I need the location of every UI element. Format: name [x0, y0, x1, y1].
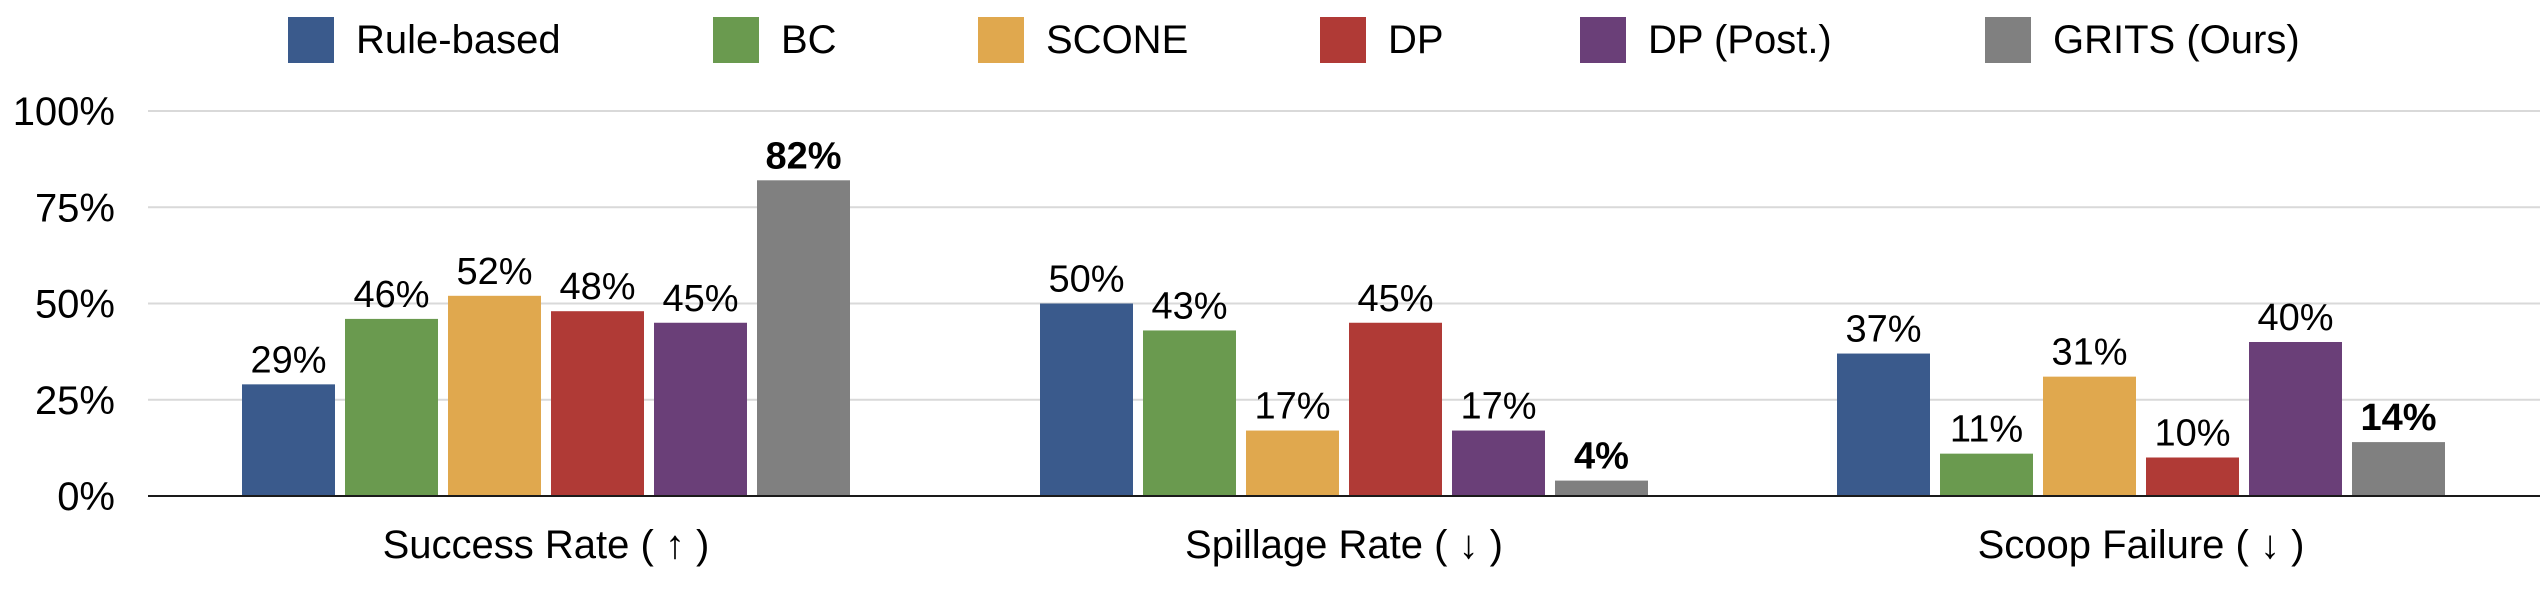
value-label: 17% — [1460, 386, 1536, 428]
bar-scone — [448, 295, 541, 496]
value-label: 4% — [1574, 436, 1629, 478]
value-label: 52% — [456, 251, 532, 293]
category-labels: Success Rate ( ↑ ) Spillage Rate ( ↓ ) Sco… — [383, 523, 2305, 567]
bar-bc — [345, 318, 438, 496]
legend-swatch — [1580, 17, 1626, 63]
value-label: 82% — [765, 135, 841, 177]
value-label: 17% — [1254, 386, 1330, 428]
bar-scone — [2043, 376, 2136, 496]
bar-rule-based — [1040, 303, 1133, 496]
value-label: 46% — [353, 274, 429, 316]
bar-grits-ours — [757, 180, 850, 497]
value-label: 43% — [1151, 285, 1227, 327]
bar-grits-ours — [1555, 480, 1648, 496]
legend-label: DP — [1388, 18, 1444, 62]
bar-dp — [551, 311, 644, 496]
bar-bc — [1143, 330, 1236, 496]
bar-dp — [2146, 457, 2239, 496]
legend-swatch — [1320, 17, 1366, 63]
legend-label: DP (Post.) — [1648, 18, 1832, 62]
category-label: Scoop Failure ( ↓ ) — [1978, 523, 2305, 567]
legend-label: GRITS (Ours) — [2053, 18, 2300, 62]
value-label: 45% — [1357, 278, 1433, 320]
category-label: Success Rate ( ↑ ) — [383, 523, 710, 567]
legend-label: Rule-based — [356, 18, 561, 62]
y-tick-label: 25% — [35, 379, 115, 423]
value-label: 48% — [559, 266, 635, 308]
bars — [242, 180, 2445, 497]
legend: Rule-based BC SCONE DP DP (Post.) GRITS (Ours… — [288, 17, 2300, 63]
gridlines — [148, 110, 2540, 401]
bar-dp-post — [2249, 342, 2342, 496]
legend-swatch — [713, 17, 759, 63]
y-tick-label: 50% — [35, 283, 115, 327]
legend-swatch — [978, 17, 1024, 63]
y-tick-label: 0% — [57, 475, 115, 519]
bar-dp — [1349, 322, 1442, 496]
y-tick-label: 75% — [35, 186, 115, 230]
value-label: 10% — [2154, 413, 2230, 455]
legend-swatch — [288, 17, 334, 63]
y-axis-ticks: 0% 25% 50% 75% 100% — [13, 90, 115, 519]
bar-scone — [1246, 430, 1339, 496]
legend-swatch — [1985, 17, 2031, 63]
value-labels: 29% 50% 37% 46% 43% 11% 52% 17% 31% 48% 45% 10% 45% 1… — [250, 135, 2436, 477]
bar-dp-post — [1452, 430, 1545, 496]
bar-rule-based — [1837, 353, 1930, 496]
value-label: 29% — [250, 339, 326, 381]
value-label: 31% — [2051, 332, 2127, 374]
value-label: 50% — [1048, 259, 1124, 301]
bar-bc — [1940, 453, 2033, 496]
value-label: 37% — [1845, 309, 1921, 351]
legend-label: BC — [781, 18, 837, 62]
value-label: 40% — [2257, 297, 2333, 339]
value-label: 11% — [1950, 409, 2023, 451]
bar-dp-post — [654, 322, 747, 496]
value-label: 14% — [2360, 397, 2436, 439]
category-label: Spillage Rate ( ↓ ) — [1185, 523, 1503, 567]
bar-rule-based — [242, 384, 335, 496]
y-tick-label: 100% — [13, 90, 115, 134]
bar-grits-ours — [2352, 442, 2445, 496]
value-label: 45% — [662, 278, 738, 320]
legend-label: SCONE — [1046, 18, 1188, 62]
